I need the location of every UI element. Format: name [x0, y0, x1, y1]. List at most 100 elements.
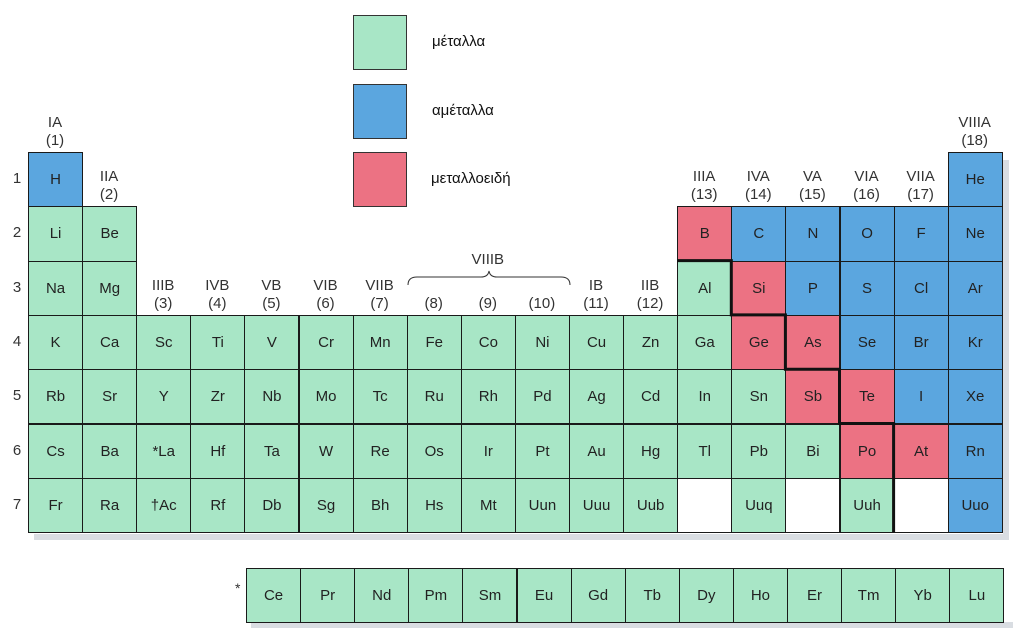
element-S: S — [839, 260, 895, 316]
element-Ga: Ga — [677, 314, 733, 371]
element-Y: Y — [136, 369, 192, 425]
element-Rn: Rn — [947, 423, 1003, 479]
element-Lu: Lu — [949, 568, 1005, 623]
group-label-8: (8) — [407, 277, 461, 313]
element-Cs: Cs — [28, 423, 84, 479]
group-roman: VA — [802, 168, 822, 186]
element-Po: Po — [839, 423, 895, 479]
element-F: F — [893, 206, 949, 262]
group-number: (6) — [316, 294, 335, 312]
element-Ni: Ni — [514, 314, 570, 371]
element-Bh: Bh — [352, 477, 408, 534]
element-Ta: Ta — [244, 423, 300, 479]
group-roman: VIIB — [365, 276, 394, 294]
element-C: C — [731, 206, 787, 262]
element-Ne: Ne — [947, 206, 1003, 262]
element-Db: Db — [244, 477, 300, 534]
legend-label-nonmetal: αμέταλλα — [432, 102, 494, 119]
group-number: (16) — [853, 186, 880, 204]
group-label-18: VIIIA (18) — [948, 114, 1002, 150]
element-Ru: Ru — [406, 369, 462, 425]
group-number: (17) — [907, 186, 934, 204]
legend-swatch-metalloid — [353, 152, 407, 207]
element-Mg: Mg — [82, 260, 138, 316]
element-Yb: Yb — [895, 568, 951, 623]
group-label-17: VIIA (17) — [894, 168, 948, 204]
group-label-3: IIIB (3) — [136, 277, 190, 313]
element-Tl: Tl — [677, 423, 733, 479]
element-Re: Re — [352, 423, 408, 479]
element-Hs: Hs — [406, 477, 462, 534]
element-V: V — [244, 314, 300, 371]
group-label-2: IIA (2) — [82, 168, 136, 204]
element-La: *La — [136, 423, 192, 479]
group-number: (9) — [478, 294, 497, 312]
group-label-11: IB (11) — [569, 277, 623, 313]
group-number: (4) — [208, 294, 227, 312]
empty-cell — [893, 477, 949, 534]
period-label-5: 5 — [12, 387, 22, 405]
element-Be: Be — [82, 206, 138, 262]
period-label-2: 2 — [12, 224, 22, 242]
lanthanide-marker: * — [235, 580, 241, 596]
element-Zr: Zr — [190, 369, 246, 425]
element-Uuo: Uuo — [947, 477, 1003, 534]
group-number: (15) — [799, 186, 826, 204]
element-Cd: Cd — [623, 369, 679, 425]
group-label-12: IIB (12) — [623, 277, 677, 313]
element-Sn: Sn — [731, 369, 787, 425]
element-Ag: Ag — [569, 369, 625, 425]
element-Sr: Sr — [82, 369, 138, 425]
group-roman: IIIA — [692, 168, 716, 186]
element-Ir: Ir — [460, 423, 516, 479]
group-roman: VIB — [313, 276, 338, 294]
element-H: H — [28, 152, 84, 208]
element-Sm: Sm — [462, 568, 518, 623]
group-number: (5) — [262, 294, 281, 312]
element-Tc: Tc — [352, 369, 408, 425]
group-number: (1) — [45, 132, 65, 149]
element-Ba: Ba — [82, 423, 138, 479]
element-Os: Os — [406, 423, 462, 479]
element-Pd: Pd — [514, 369, 570, 425]
element-Cr: Cr — [298, 314, 354, 371]
element-Mn: Mn — [352, 314, 408, 371]
element-Fr: Fr — [28, 477, 84, 534]
element-Zn: Zn — [623, 314, 679, 371]
element-Al: Al — [677, 260, 733, 316]
group-label-14: IVA (14) — [731, 168, 785, 204]
element-Mo: Mo — [298, 369, 354, 425]
element-W: W — [298, 423, 354, 479]
group-number: (8) — [424, 294, 443, 312]
element-Rb: Rb — [28, 369, 84, 425]
element-Bi: Bi — [785, 423, 841, 479]
group-roman: IVA — [746, 168, 770, 186]
group-label-5: VB (5) — [244, 277, 298, 313]
element-Na: Na — [28, 260, 84, 316]
group-label-1: IA (1) — [28, 114, 82, 150]
element-Ti: Ti — [190, 314, 246, 371]
group-label-4: IVB (4) — [190, 277, 244, 313]
element-Hf: Hf — [190, 423, 246, 479]
element-K: K — [28, 314, 84, 371]
group-label-9: (9) — [461, 277, 515, 313]
group-roman: IA — [47, 114, 63, 131]
element-Uun: Uun — [514, 477, 570, 534]
lanthanide-shadow — [251, 622, 1013, 628]
element-Kr: Kr — [947, 314, 1003, 371]
group-number: (12) — [636, 294, 664, 312]
group-roman: VIA — [854, 168, 879, 186]
group-roman: IIIB — [151, 276, 175, 294]
element-Mt: Mt — [460, 477, 516, 534]
period-label-1: 1 — [12, 170, 22, 188]
group-roman: VIIIA — [958, 114, 991, 131]
element-Uuq: Uuq — [731, 477, 787, 534]
group-number: (2) — [99, 186, 119, 204]
empty-cell — [785, 477, 841, 534]
element-Pb: Pb — [731, 423, 787, 479]
group-number: (3) — [154, 294, 173, 312]
group-label-7: VIIB (7) — [353, 277, 407, 313]
group-number: (13) — [690, 186, 718, 204]
table-shadow — [34, 534, 1008, 541]
legend-label-metalloid: μεταλλοειδή — [431, 170, 511, 187]
